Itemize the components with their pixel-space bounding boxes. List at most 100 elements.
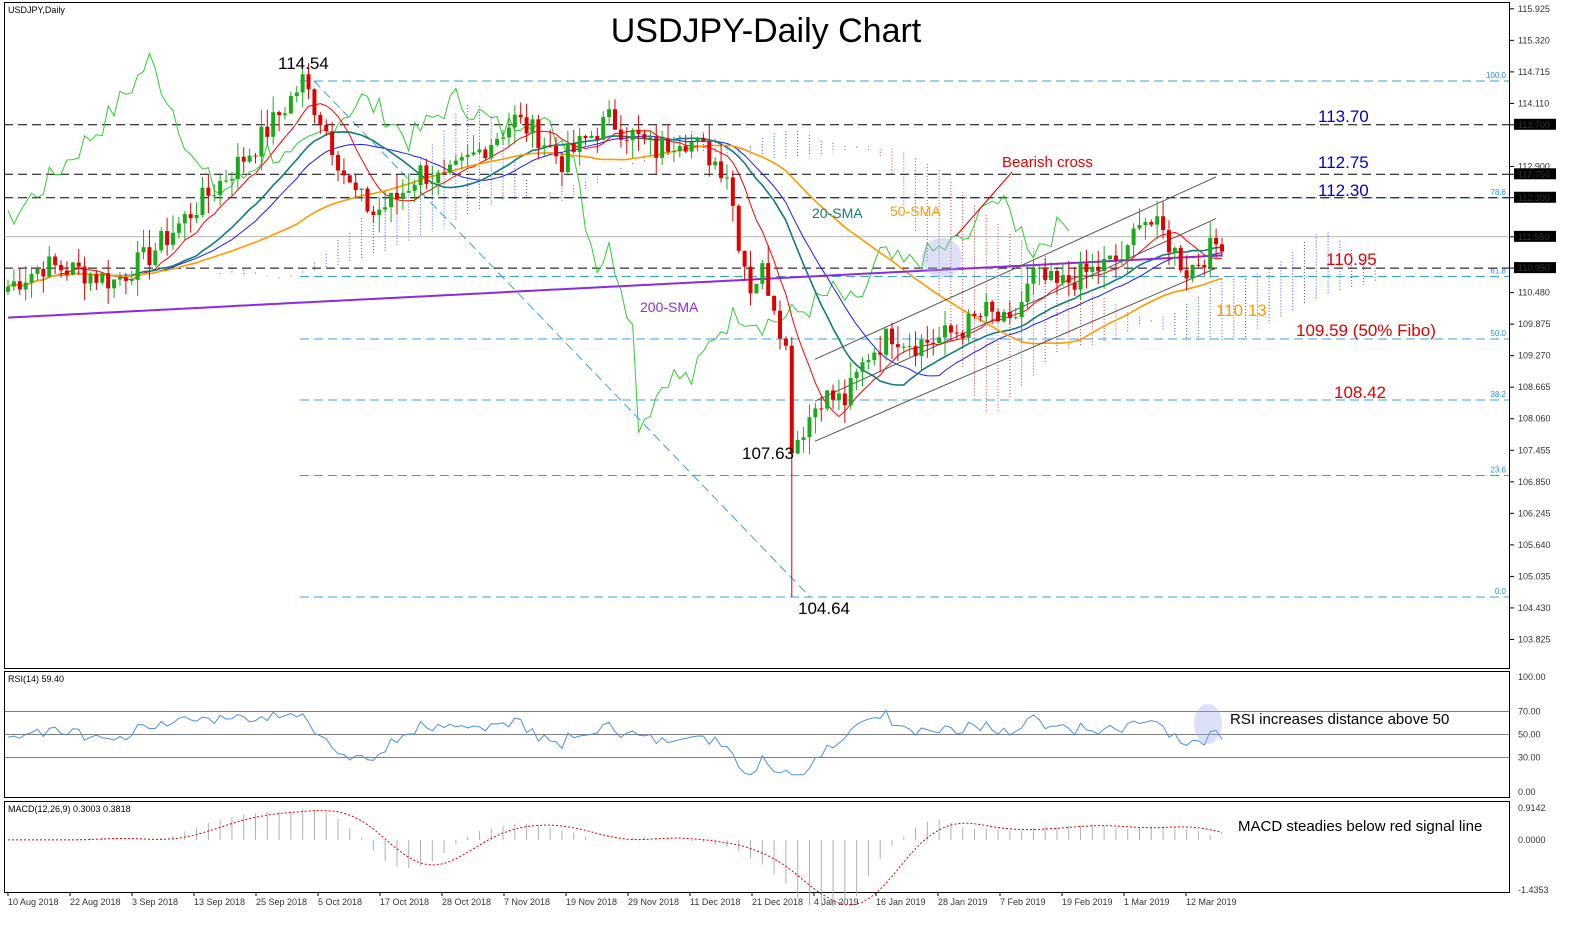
candle-body bbox=[436, 172, 441, 183]
sma50-line bbox=[7, 144, 1223, 345]
candle-body bbox=[783, 338, 788, 346]
candle-body bbox=[171, 232, 176, 245]
y-tick-label: 108.665 bbox=[1518, 382, 1551, 392]
candle-body bbox=[447, 164, 452, 173]
y-tick-highlight bbox=[1514, 168, 1556, 180]
candle-body bbox=[1007, 311, 1012, 318]
y-tick-label: 112.900 bbox=[1518, 161, 1550, 171]
candle-body bbox=[972, 313, 977, 317]
annotation-110-13: 110.13 bbox=[1216, 301, 1267, 320]
y-tick-highlight bbox=[1514, 262, 1556, 274]
candle-body bbox=[82, 266, 87, 284]
candle-body bbox=[1208, 237, 1213, 268]
candle-body bbox=[112, 279, 117, 289]
candle-body bbox=[990, 301, 995, 312]
candle-body bbox=[253, 155, 258, 157]
candle-body bbox=[371, 211, 376, 215]
candle-body bbox=[889, 328, 894, 345]
date-label: 13 Sep 2018 bbox=[194, 897, 245, 907]
macd-tick-label: -1.4353 bbox=[1518, 885, 1549, 895]
candle-body bbox=[41, 268, 46, 277]
candle-body bbox=[1172, 247, 1177, 253]
macd-label: MACD(12,26,9) 0.3003 0.3818 bbox=[8, 804, 131, 814]
candle-body bbox=[530, 119, 535, 134]
candle-body bbox=[548, 145, 553, 147]
candle-body bbox=[1060, 275, 1065, 283]
candle-body bbox=[424, 165, 429, 184]
candle-body bbox=[336, 155, 341, 171]
y-tick-highlight bbox=[1514, 230, 1556, 242]
candle-body bbox=[353, 182, 358, 191]
candle-body bbox=[1119, 259, 1124, 261]
candle-body bbox=[795, 440, 800, 454]
candle-body bbox=[671, 151, 676, 153]
candle-body bbox=[1220, 244, 1224, 252]
y-tick-label: 112.750 bbox=[1518, 169, 1550, 179]
candle-body bbox=[59, 264, 64, 271]
symbol-label: USDJPY,Daily bbox=[8, 5, 65, 15]
candle-body bbox=[1025, 283, 1030, 303]
candle-body bbox=[53, 256, 58, 265]
candle-body bbox=[1113, 255, 1118, 261]
candle-body bbox=[648, 137, 653, 139]
candle-body bbox=[884, 328, 889, 355]
candle-body bbox=[430, 182, 435, 184]
rsi-tick-label: 70.00 bbox=[1518, 707, 1541, 717]
candle-body bbox=[188, 214, 193, 219]
candle-body bbox=[754, 283, 759, 294]
candle-body bbox=[277, 112, 282, 116]
y-tick-label: 114.110 bbox=[1518, 98, 1549, 108]
rsi-annotation: RSI increases distance above 50 bbox=[1230, 711, 1449, 728]
date-label: 29 Nov 2018 bbox=[628, 897, 679, 907]
candle-body bbox=[748, 266, 753, 294]
y-tick-label: 111.550 bbox=[1518, 232, 1549, 242]
candle-body bbox=[683, 146, 688, 152]
candle-body bbox=[966, 313, 971, 338]
candle-body bbox=[288, 96, 293, 114]
candle-body bbox=[807, 417, 812, 438]
date-label: 7 Feb 2019 bbox=[1000, 897, 1046, 907]
candle-body bbox=[306, 74, 311, 90]
candle-body bbox=[200, 187, 205, 216]
fib-level-label: 61.8 bbox=[1490, 266, 1506, 275]
candle-body bbox=[813, 408, 818, 418]
candle-body bbox=[719, 161, 724, 179]
candle-body bbox=[383, 207, 388, 210]
candle-body bbox=[931, 342, 936, 344]
candle-body bbox=[259, 126, 264, 157]
candle-body bbox=[730, 177, 735, 206]
candle-body bbox=[1143, 222, 1148, 226]
candle-body bbox=[159, 231, 164, 251]
chart-title: USDJPY-Daily Chart bbox=[611, 12, 922, 50]
fib-level-label: 23.6 bbox=[1490, 466, 1506, 475]
date-label: 12 Mar 2019 bbox=[1186, 897, 1237, 907]
candle-body bbox=[389, 192, 394, 208]
candle-body bbox=[778, 310, 783, 339]
candle-body bbox=[772, 295, 777, 311]
y-tick-label: 106.245 bbox=[1518, 508, 1551, 518]
candle-body bbox=[1054, 270, 1059, 283]
candle-body bbox=[465, 154, 470, 158]
candle-body bbox=[825, 390, 830, 409]
candle-body bbox=[506, 127, 511, 138]
candle-body bbox=[459, 157, 464, 161]
candle-body bbox=[836, 393, 841, 400]
candle-body bbox=[206, 187, 211, 196]
candle-body bbox=[400, 192, 405, 200]
y-tick-label: 115.925 bbox=[1518, 4, 1550, 14]
candle-body bbox=[229, 178, 234, 181]
annotation-108-42: 108.42 bbox=[1334, 383, 1386, 402]
candle-body bbox=[23, 282, 28, 290]
bearish-cross-highlight bbox=[922, 238, 962, 278]
y-tick-label: 105.035 bbox=[1518, 571, 1551, 581]
candle-body bbox=[359, 188, 364, 191]
fib-level-label: 78.6 bbox=[1490, 188, 1506, 197]
candle-body bbox=[76, 262, 81, 267]
macd-tick-label: 0.9142 bbox=[1518, 803, 1546, 813]
date-label: 25 Sep 2018 bbox=[256, 897, 307, 907]
candle-body bbox=[848, 378, 853, 406]
candle-body bbox=[948, 325, 953, 333]
candle-body bbox=[559, 156, 564, 172]
candle-body bbox=[571, 143, 576, 152]
